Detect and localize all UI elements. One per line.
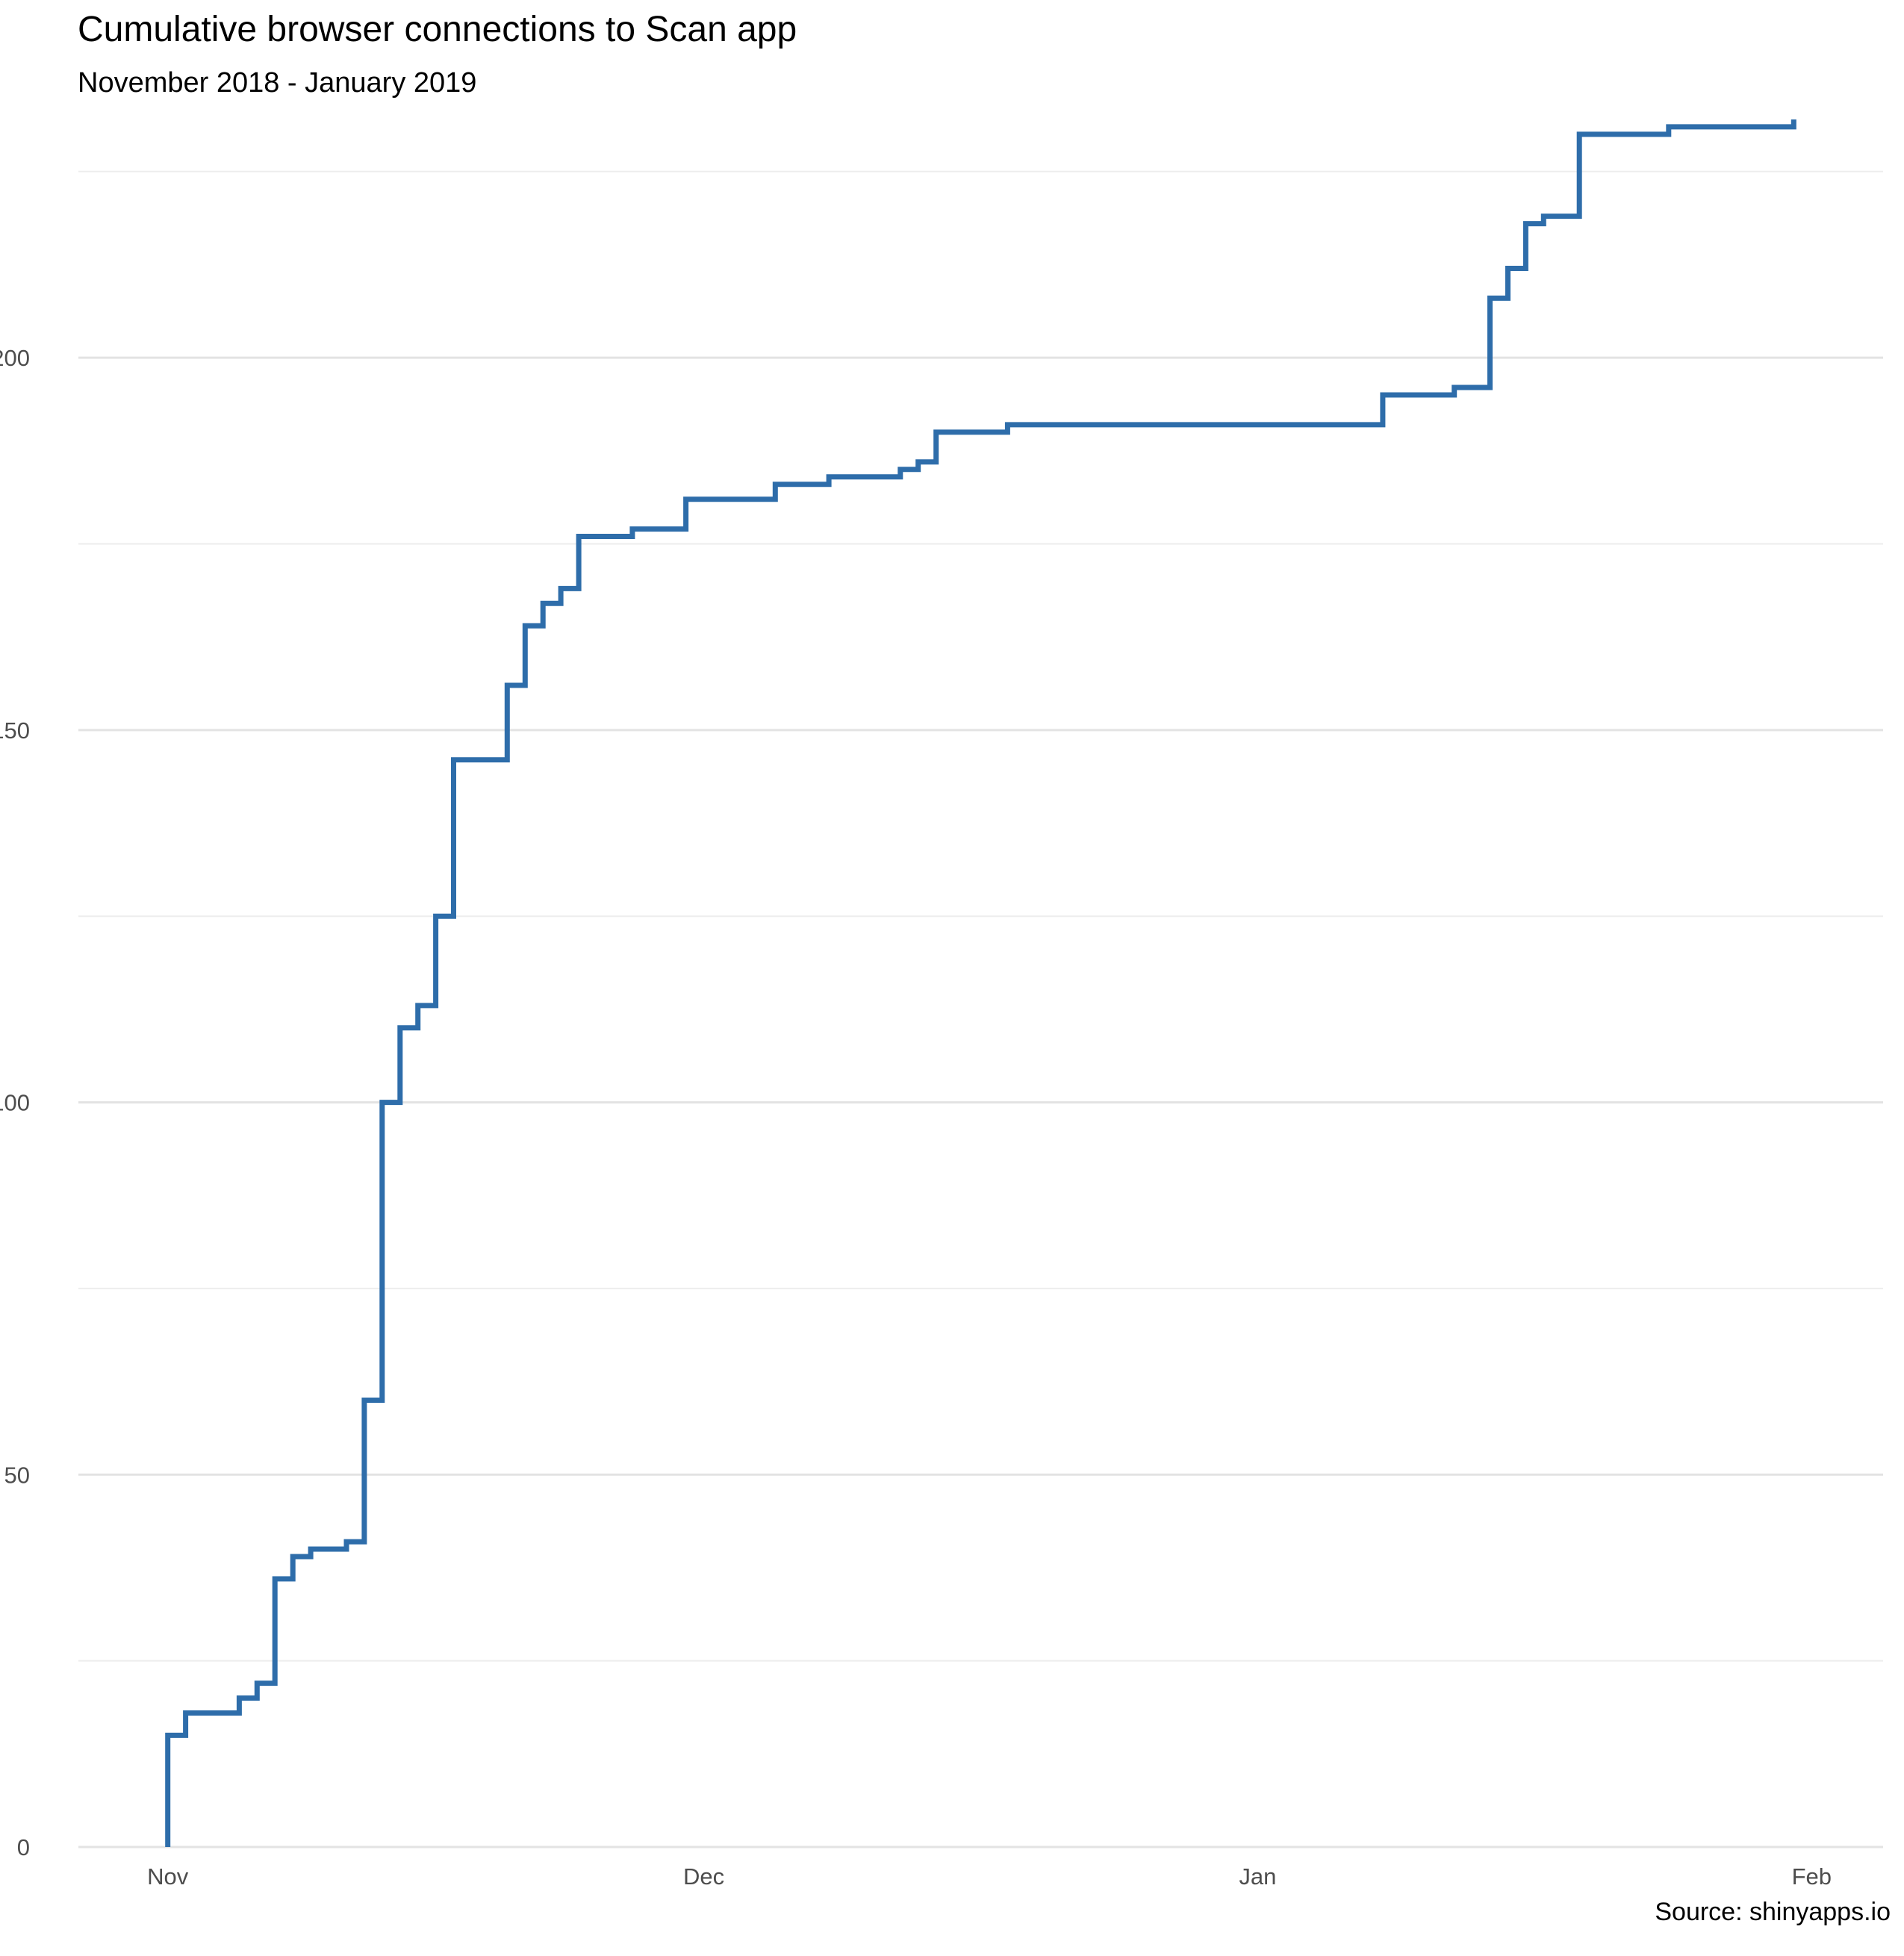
chart-title: Cumulative browser connections to Scan a… [78, 10, 797, 49]
chart-caption: Source: shinyapps.io [1655, 1898, 1891, 1926]
y-tick-label: 200 [0, 345, 30, 371]
x-tick-label: Jan [1239, 1863, 1276, 1890]
series-layer [165, 119, 1796, 1847]
series-line-0 [165, 119, 1796, 1847]
y-axis-ticks: 0 50 100 150 200 [0, 345, 30, 1860]
x-axis-ticks: Nov Dec Jan Feb [147, 1863, 1832, 1890]
x-tick-label: Feb [1792, 1863, 1832, 1890]
x-tick-label: Dec [683, 1863, 724, 1890]
y-tick-label: 150 [0, 717, 30, 744]
y-tick-label: 0 [17, 1834, 30, 1860]
gridlines [78, 170, 1883, 1848]
x-tick-label: Nov [147, 1863, 189, 1890]
y-tick-label: 100 [0, 1090, 30, 1116]
chart-subtitle: November 2018 - January 2019 [78, 67, 477, 99]
y-tick-label: 50 [4, 1462, 30, 1488]
